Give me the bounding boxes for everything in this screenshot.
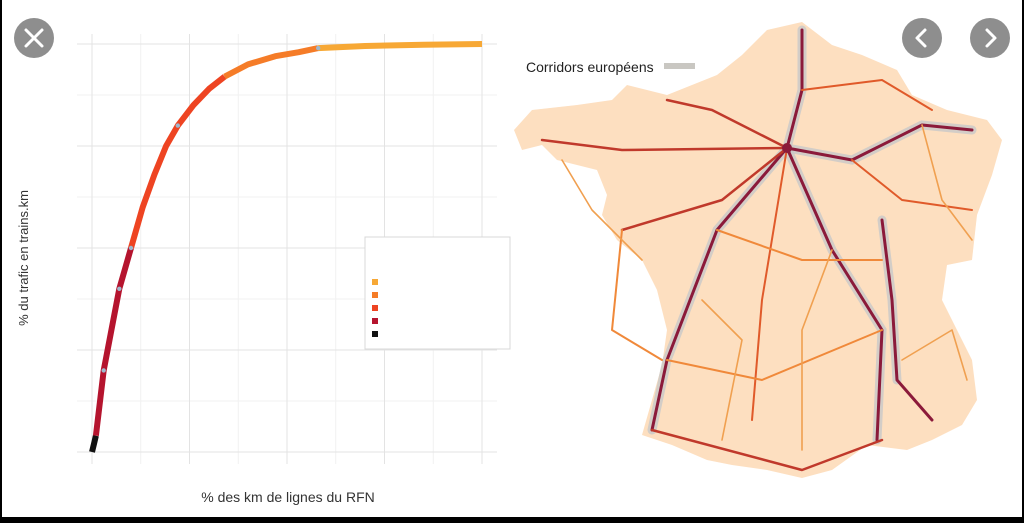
rail-line [921,124,973,241]
rail-line [901,329,968,381]
rail-line [650,428,884,472]
rail-line [620,146,789,232]
series-line [89,435,99,453]
chevron-right-icon [985,28,997,48]
rail-line [880,218,934,422]
legend-swatch [372,331,378,337]
france-land [514,22,1002,478]
x-axis-label: % des km de lignes du RFN [201,489,375,505]
legend-swatch [372,305,378,311]
series-line [128,74,227,249]
rail-line [666,329,883,381]
series-line [318,41,483,52]
next-button[interactable] [970,18,1010,58]
y-axis-label: % du trafic en trains.km [16,190,31,326]
legend-swatch [372,292,378,298]
legend-swatch [372,279,378,285]
rail-line [611,229,663,361]
rail-line [801,249,833,451]
highlight-point [316,45,321,51]
legend-box [364,236,511,350]
highlight-point [128,245,134,251]
rail-line [851,159,973,211]
chart-points [101,45,321,373]
rail-line [785,146,884,442]
close-icon [24,28,44,48]
close-button[interactable] [14,18,54,58]
france-rail-map: Corridors européens [514,22,1002,478]
legend-swatch [372,318,378,324]
series-line [92,247,134,437]
rail-line [751,147,788,421]
chart-curve [89,41,483,453]
rail-line [785,123,974,162]
highlight-point [117,286,122,291]
paris-hub [782,143,792,153]
rail-line [650,146,789,432]
series-line [223,45,319,80]
rail-line [665,98,789,150]
rail-line [540,138,789,152]
chart-legend [364,236,511,350]
highlight-point [101,368,106,373]
map-rail-lines [540,28,974,472]
corridor-legend-label: Corridors européens [526,59,654,75]
highlight-point [175,123,180,128]
rail-line [801,79,933,111]
chevron-left-icon [915,28,927,48]
rail-line [716,229,883,261]
rail-line [701,299,743,441]
rail-line [561,159,643,261]
previous-button[interactable] [902,18,942,58]
